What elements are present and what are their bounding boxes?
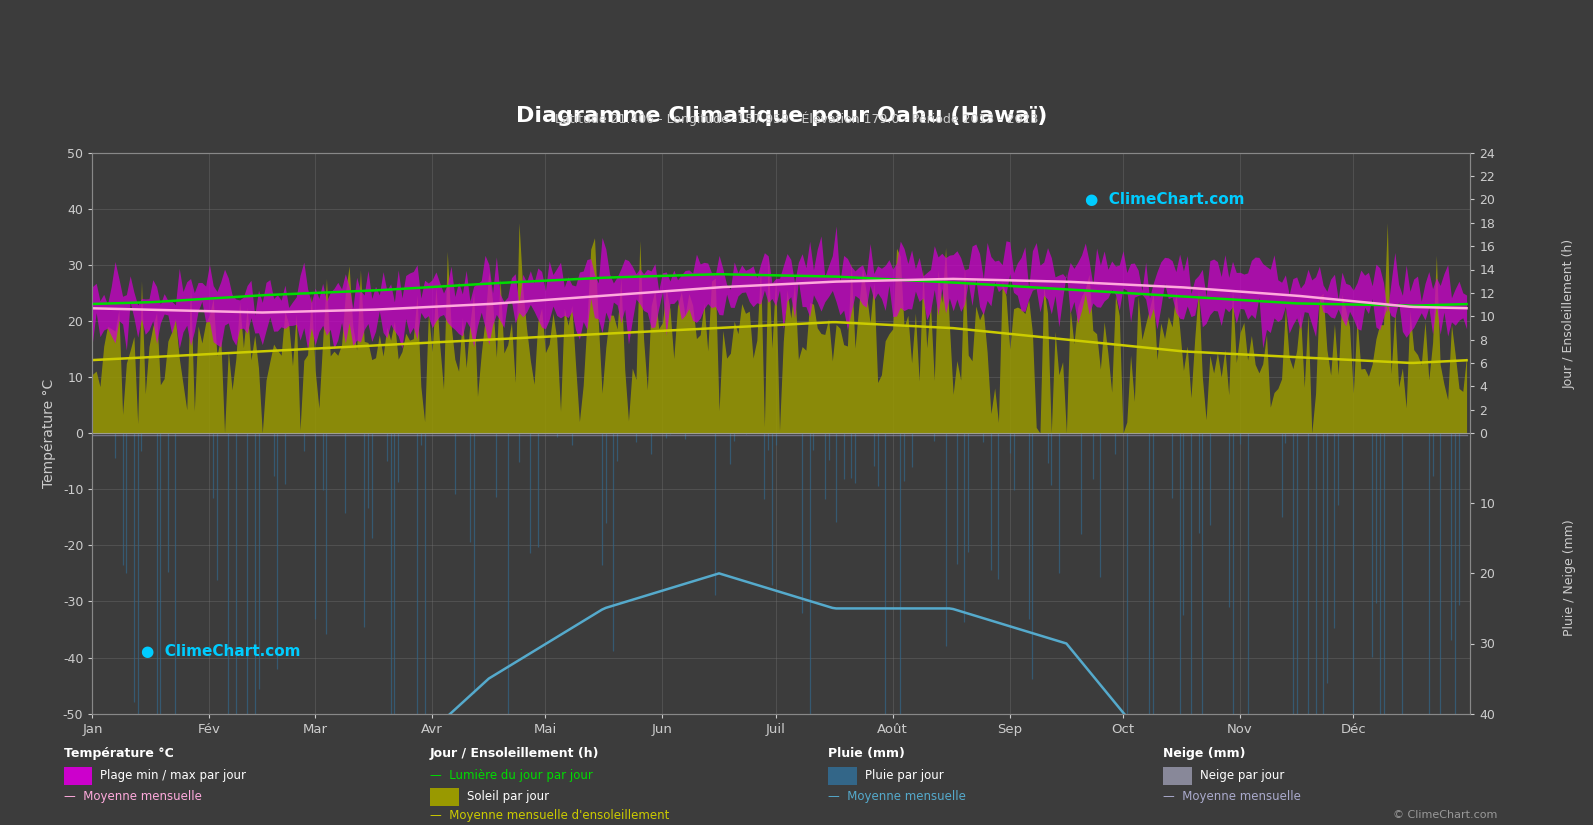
Text: —  Lumière du jour par jour: — Lumière du jour par jour xyxy=(430,769,593,782)
Text: —  Moyenne mensuelle: — Moyenne mensuelle xyxy=(828,790,967,803)
Text: Pluie (mm): Pluie (mm) xyxy=(828,747,905,760)
Text: Température °C: Température °C xyxy=(64,747,174,760)
Text: Soleil par jour: Soleil par jour xyxy=(467,790,550,803)
Text: Jour / Ensoleillement (h): Jour / Ensoleillement (h) xyxy=(430,747,599,760)
Text: Neige par jour: Neige par jour xyxy=(1200,769,1284,782)
Text: Plage min / max par jour: Plage min / max par jour xyxy=(100,769,247,782)
Text: —  Moyenne mensuelle: — Moyenne mensuelle xyxy=(64,790,202,803)
Text: —  Moyenne mensuelle: — Moyenne mensuelle xyxy=(1163,790,1301,803)
Text: Latitude 21.406 - Longitude -157.959 - Élévation 179.0 - Période 2013 - 2023: Latitude 21.406 - Longitude -157.959 - É… xyxy=(554,111,1039,126)
Text: Pluie / Neige (mm): Pluie / Neige (mm) xyxy=(1563,519,1575,636)
Y-axis label: Température °C: Température °C xyxy=(41,379,56,488)
Text: ●  ClimeChart.com: ● ClimeChart.com xyxy=(1085,192,1244,207)
Title: Diagramme Climatique pour Oahu (Hawaï): Diagramme Climatique pour Oahu (Hawaï) xyxy=(516,106,1047,126)
Text: Pluie par jour: Pluie par jour xyxy=(865,769,943,782)
Text: Neige (mm): Neige (mm) xyxy=(1163,747,1246,760)
Text: ●  ClimeChart.com: ● ClimeChart.com xyxy=(140,644,299,659)
Text: Jour / Ensoleillement (h): Jour / Ensoleillement (h) xyxy=(1563,238,1575,389)
Text: —  Moyenne mensuelle d'ensoleillement: — Moyenne mensuelle d'ensoleillement xyxy=(430,808,669,822)
Text: © ClimeChart.com: © ClimeChart.com xyxy=(1392,810,1497,820)
